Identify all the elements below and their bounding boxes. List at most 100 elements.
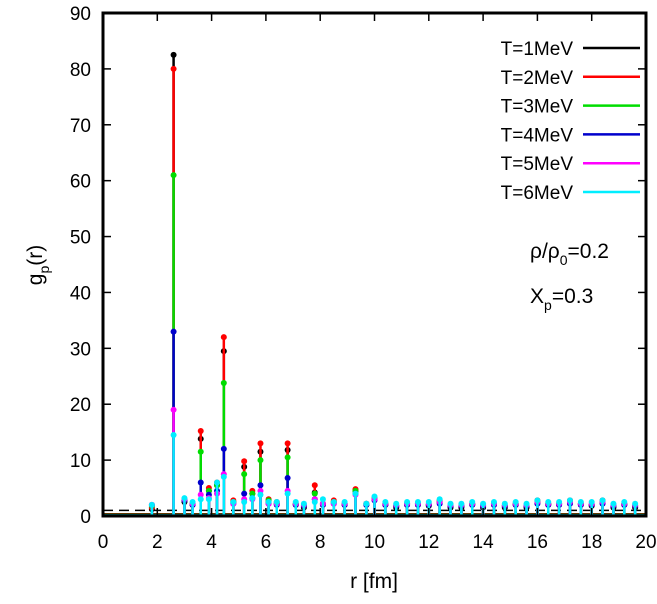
data-point: [490, 499, 497, 506]
data-point: [447, 500, 454, 507]
legend-label: T=1MeV: [501, 39, 574, 60]
x-tick-label: 10: [364, 532, 385, 553]
data-point: [292, 499, 299, 506]
legend: T=1MeV T=2MeV T=3MeV T=4MeV T=5MeV T=6MeV: [501, 39, 640, 204]
x-tick-label: 20: [635, 532, 656, 553]
data-point: [241, 490, 248, 497]
legend-label: T=2MeV: [501, 68, 574, 89]
data-point: [577, 499, 584, 506]
data-point: [404, 499, 411, 506]
data-point: [352, 490, 359, 497]
legend-label: T=4MeV: [501, 125, 574, 146]
data-point: [257, 482, 264, 489]
data-point: [197, 491, 204, 498]
data-point: [170, 65, 177, 72]
data-point: [148, 501, 155, 508]
x-tick-label: 16: [527, 532, 548, 553]
annotation: ρ/ρ0=0.2: [530, 240, 609, 268]
data-point: [534, 497, 541, 504]
axis-ticks: 0 2 4 6 8 10 12 14 16 18 20 0 10 20 30 40 50 60 70 80 90: [70, 4, 657, 553]
annotations: ρ/ρ0=0.2 Xp=0.3: [530, 240, 609, 313]
data-point: [230, 499, 237, 506]
y-tick-label: 10: [70, 451, 91, 472]
data-point: [341, 499, 348, 506]
data-point: [197, 496, 204, 503]
data-point: [284, 474, 291, 481]
plot-marks: [103, 51, 646, 517]
data-point: [610, 500, 617, 507]
data-point: [632, 500, 639, 507]
data-point: [371, 493, 378, 500]
y-tick-label: 20: [70, 395, 91, 416]
data-point: [220, 379, 227, 386]
series-T=3MeV: [103, 172, 646, 516]
data-point: [197, 479, 204, 486]
data-point: [300, 500, 307, 507]
data-point: [556, 499, 563, 506]
data-point: [480, 500, 487, 507]
y-tick-label: 40: [70, 283, 91, 304]
x-tick-label: 12: [418, 532, 439, 553]
data-point: [436, 496, 443, 503]
data-point: [241, 471, 248, 478]
annotation: Xp=0.3: [530, 285, 593, 313]
data-point: [265, 499, 272, 506]
y-tick-label: 90: [70, 4, 91, 25]
data-point: [273, 499, 280, 506]
x-tick-label: 4: [206, 532, 217, 553]
legend-label: T=6MeV: [501, 183, 574, 204]
data-point: [197, 448, 204, 455]
data-point: [197, 428, 204, 435]
series-T=4MeV: [103, 328, 646, 517]
data-point: [414, 499, 421, 506]
data-point: [319, 496, 326, 503]
x-tick-label: 0: [98, 532, 109, 553]
y-tick-label: 70: [70, 116, 91, 137]
data-point: [241, 458, 248, 465]
data-point: [621, 499, 628, 506]
data-point: [257, 491, 264, 498]
x-tick-label: 18: [581, 532, 602, 553]
data-point: [566, 497, 573, 504]
y-tick-label: 80: [70, 60, 91, 81]
legend-label: T=3MeV: [501, 97, 574, 118]
series-T=6MeV: [103, 431, 646, 517]
data-point: [170, 406, 177, 413]
data-point: [205, 496, 212, 503]
data-point: [249, 490, 256, 497]
data-point: [382, 499, 389, 506]
x-tick-label: 8: [315, 532, 326, 553]
data-point: [545, 499, 552, 506]
data-point: [284, 454, 291, 461]
data-point: [257, 440, 264, 447]
data-point: [170, 172, 177, 179]
data-point: [330, 499, 337, 506]
data-point: [393, 500, 400, 507]
data-point: [599, 497, 606, 504]
data-point: [241, 499, 248, 506]
data-point: [501, 500, 508, 507]
data-point: [220, 473, 227, 480]
y-tick-label: 50: [70, 228, 91, 249]
data-point: [170, 328, 177, 335]
data-point: [189, 499, 196, 506]
data-point: [181, 495, 188, 502]
x-tick-label: 14: [473, 532, 495, 553]
data-point: [425, 499, 432, 506]
x-tick-label: 2: [152, 532, 163, 553]
data-point: [588, 499, 595, 506]
data-point: [469, 499, 476, 506]
series-T=1MeV: [103, 51, 646, 516]
data-point: [363, 500, 370, 507]
data-point: [311, 499, 318, 506]
data-point: [220, 445, 227, 452]
legend-label: T=5MeV: [501, 154, 574, 175]
data-point: [214, 479, 221, 486]
data-point: [284, 440, 291, 447]
data-point: [220, 334, 227, 341]
y-tick-label: 30: [70, 339, 91, 360]
x-axis-label: r [fm]: [350, 570, 398, 593]
data-point: [284, 490, 291, 497]
data-point: [523, 500, 530, 507]
